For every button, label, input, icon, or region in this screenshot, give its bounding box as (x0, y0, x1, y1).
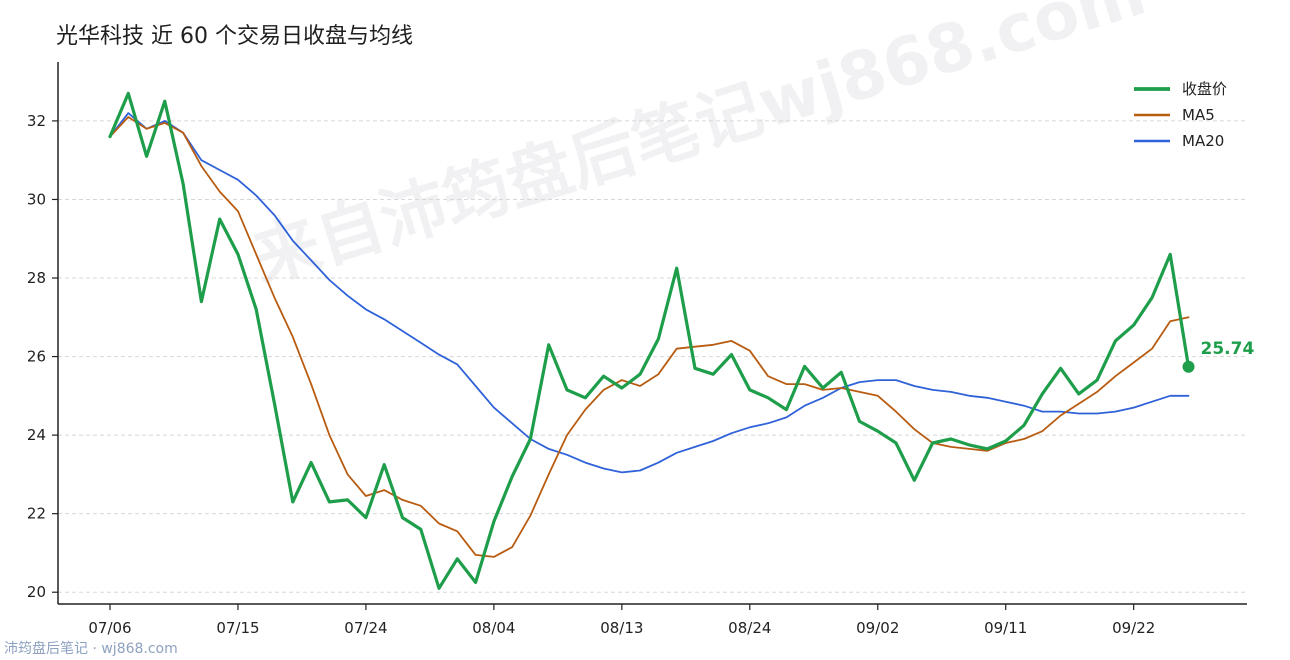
x-tick-label: 08/04 (472, 619, 515, 637)
y-tick-label: 30 (27, 190, 46, 208)
y-tick-label: 20 (27, 583, 46, 601)
grid-lines (58, 120, 1247, 593)
x-tick-label: 07/24 (344, 619, 387, 637)
series-line-close (108, 91, 1191, 590)
x-tick-label: 09/11 (984, 619, 1027, 637)
legend: 收盘价 MA5 MA20 (1134, 80, 1227, 150)
legend-label: 收盘价 (1182, 80, 1227, 98)
series-line-ma5 (109, 116, 1190, 558)
last-close-label: 25.74 (1201, 339, 1255, 359)
last-close-point (1182, 360, 1195, 373)
y-tick-label: 28 (27, 269, 46, 287)
x-tick-label: 09/02 (856, 619, 899, 637)
x-tick-label: 07/06 (88, 619, 131, 637)
series-lines: 25.74 (108, 91, 1255, 590)
legend-label: MA20 (1182, 132, 1224, 150)
axes: 20 22 24 26 28 30 32 07/06 07/15 07/24 08/04 08/13 0… (27, 62, 1247, 637)
x-tick-label: 08/13 (600, 619, 643, 637)
series-line-ma20 (109, 112, 1190, 474)
x-tick-label: 08/24 (728, 619, 771, 637)
y-tick-label: 22 (27, 505, 46, 523)
x-tick-label: 07/15 (216, 619, 259, 637)
footer-credit: 沛筠盘后笔记 · wj868.com (4, 641, 178, 657)
y-tick-label: 32 (27, 112, 46, 130)
chart-title: 光华科技 近 60 个交易日收盘与均线 (56, 24, 413, 49)
x-tick-label: 09/22 (1112, 619, 1155, 637)
y-tick-label: 24 (27, 426, 46, 444)
legend-label: MA5 (1182, 106, 1215, 124)
y-tick-label: 26 (27, 348, 46, 366)
